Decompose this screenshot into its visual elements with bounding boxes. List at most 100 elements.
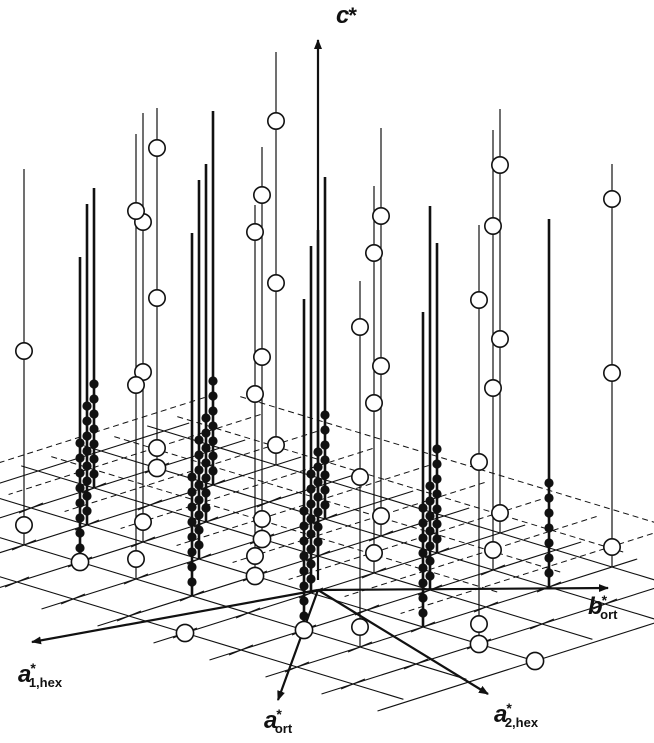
filled-node [299,596,308,605]
grid-diagonal [257,497,281,507]
open-node [268,437,284,453]
axis-subscript: 2,hex [505,715,538,730]
filled-node [208,391,217,400]
open-node [471,454,487,470]
filled-node [75,543,84,552]
filled-node [313,492,322,501]
grid-diagonal [404,659,428,669]
filled-node [208,376,217,385]
filled-node [425,526,434,535]
filled-node [82,506,91,515]
grid-diagonal [341,679,365,689]
filled-node [187,577,196,586]
open-node [366,245,382,261]
open-node [128,551,144,567]
filled-node [299,551,308,560]
filled-node [299,536,308,545]
open-node [485,542,501,558]
filled-node [320,485,329,494]
grid-line [84,446,654,619]
filled-node [418,518,427,527]
dashed-line [0,398,205,478]
filled-node [306,469,315,478]
filled-node [187,532,196,541]
filled-node [187,472,196,481]
grid-diagonal [61,594,85,604]
filled-node [418,593,427,602]
filled-node [89,394,98,403]
filled-node [75,483,84,492]
filled-node [299,611,308,620]
filled-node [89,439,98,448]
open-node [253,530,270,547]
filled-node [313,447,322,456]
filled-node [299,581,308,590]
filled-node [320,410,329,419]
filled-node [432,489,441,498]
filled-node [432,474,441,483]
open-node [268,113,284,129]
filled-node [82,416,91,425]
filled-node [418,578,427,587]
filled-node [75,498,84,507]
filled-node [299,506,308,515]
axis-label-a-star-2-hex: a*2,hex [494,700,538,730]
open-node [373,358,389,374]
open-node [135,514,151,530]
open-node [149,440,165,456]
grid-diagonal [117,611,141,621]
open-node [295,621,312,638]
filled-node [201,458,210,467]
dashed-line [177,417,625,553]
open-node [471,292,487,308]
axis-arrows [32,40,608,700]
grid-diagonal [229,645,253,655]
open-node [254,187,270,203]
open-node [176,624,193,641]
open-node [373,508,389,524]
filled-node [208,421,217,430]
filled-node [194,495,203,504]
open-node [247,224,263,240]
filled-node [544,553,553,562]
filled-node [194,510,203,519]
grid-line [210,542,582,660]
filled-node [432,534,441,543]
open-node [352,319,368,335]
filled-node [194,525,203,534]
open-node [526,652,543,669]
open-node [485,218,501,234]
grid-diagonal [236,608,260,618]
filled-node [201,503,210,512]
filled-node [306,574,315,583]
filled-node [320,455,329,464]
axis-label-a-star-1-hex: a*1,hex [18,660,62,690]
filled-node [82,491,91,500]
axis-a-star-ort [278,590,318,700]
filled-node [432,519,441,528]
open-node [128,377,144,393]
filled-node [187,517,196,526]
open-node [366,395,382,411]
axis-subscript: ort [275,721,292,736]
open-node [470,635,487,652]
filled-node [75,468,84,477]
filled-node [187,502,196,511]
open-node [71,553,88,570]
filled-node [75,513,84,522]
open-node [149,290,165,306]
filled-node [299,566,308,575]
filled-node [418,503,427,512]
filled-node [82,461,91,470]
axis-b-star-ort [318,588,608,590]
filled-node [544,493,553,502]
open-node [492,331,508,347]
axis-superscript: * [506,700,511,716]
open-node [16,517,32,533]
filled-node [201,488,210,497]
open-node [16,343,32,359]
open-node [246,567,263,584]
filled-node [320,470,329,479]
filled-node [544,523,553,532]
